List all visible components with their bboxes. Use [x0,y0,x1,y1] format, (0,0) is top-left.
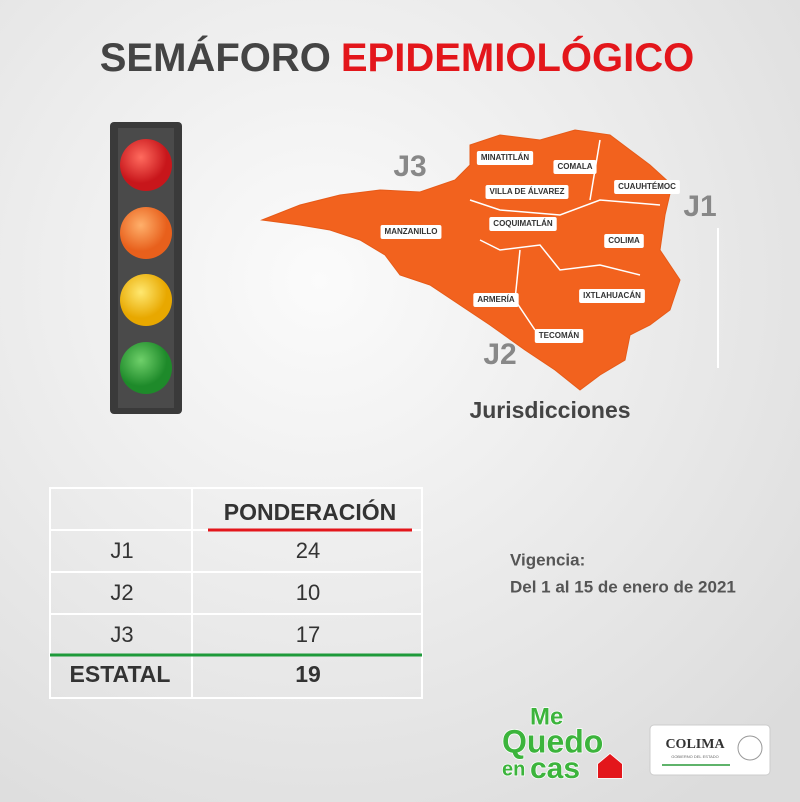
municipality-label: COMALA [557,162,592,171]
traffic-light [110,122,182,414]
municipality-box [476,151,534,165]
row-label: J1 [110,538,133,563]
municipality-label: TECOMÁN [539,331,580,340]
municipality-box [380,225,442,239]
municipality-box [553,160,597,174]
gov-name: COLIMA [665,737,725,752]
municipality-box [489,217,557,231]
municipality-box [485,185,569,199]
row-value: 24 [296,538,320,563]
total-label: ESTATAL [70,661,171,687]
row-label: J3 [110,622,133,647]
row-label: J2 [110,580,133,605]
logo-text: en [502,758,525,780]
municipality-label: MINATITLÁN [481,153,530,162]
map-caption: Jurisdicciones [469,397,630,423]
municipality-box [534,329,584,343]
municipality-label: COLIMA [608,236,640,245]
gov-sub: GOBIERNO DEL ESTADO [671,754,719,759]
row-value: 17 [296,622,320,647]
jurisdiction-label: J1 [683,190,716,223]
municipality-box [604,234,644,248]
municipality-label: CUAUHTÉMOC [618,182,676,191]
title-part: SEMÁFORO [100,35,331,80]
map [260,129,681,391]
municipality-label: VILLA DE ÁLVAREZ [490,187,565,196]
jurisdiction-label: J3 [393,150,426,183]
table-header: PONDERACIÓN [224,498,397,525]
title-part: EPIDEMIOLÓGICO [341,34,694,80]
row-value: 10 [296,580,320,605]
municipality-label: IXTLAHUACÁN [583,291,641,300]
total-value: 19 [295,661,321,687]
logo-text: cas [530,752,580,785]
municipality-label: ARMERÍA [477,295,515,304]
validity-period: Del 1 al 15 de enero de 2021 [510,577,736,596]
municipality-box [614,180,680,194]
validity-label: Vigencia: [510,550,585,569]
map-borders [469,139,661,331]
municipality-box [473,293,519,307]
logo-text: Quedo [502,723,603,759]
title: SEMÁFORO EPIDEMIOLÓGICO [100,34,694,80]
municipality-box [579,289,645,303]
campaign-logo: Me Quedo en cas [501,703,623,786]
municipality-label: COQUIMATLÁN [493,219,553,228]
government-logo: COLIMA GOBIERNO DEL ESTADO [649,724,771,776]
logo-text: Me [530,703,563,730]
jurisdiction-label: J2 [483,338,516,371]
municipality-label: MANZANILLO [385,227,438,236]
